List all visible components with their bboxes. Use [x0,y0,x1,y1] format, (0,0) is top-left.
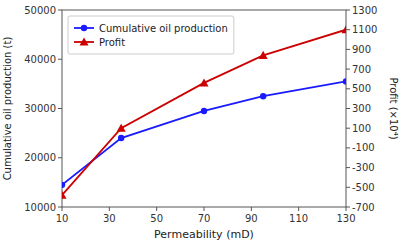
x-tick-label: 50 [150,213,163,224]
x-tick-label: 70 [198,213,211,224]
y2-tick [346,29,350,30]
y2-tick [346,128,350,129]
y-tick-label: 10000 [24,202,56,213]
x-tick [204,207,205,211]
point-marker [62,191,67,199]
y-tick [58,207,62,208]
point-marker [201,108,207,114]
point-marker [62,182,65,188]
chart: 10 30 50 70 90 110 130 Permeability (mD) 10000 20… [0,0,400,243]
x-tick [62,207,63,211]
y-tick [58,157,62,158]
x-axis-label: Permeability (mD) [154,228,254,241]
y2-tick [346,187,350,188]
point-marker [118,135,124,141]
y2-axis-label: Profit (×10⁴) [388,77,399,139]
y2-tick [346,49,350,50]
background [0,0,400,243]
y-tick-label: 40000 [24,54,56,65]
x-tick-label: 110 [289,213,308,224]
y2-tick-label: 1100 [352,24,377,35]
y2-tick [346,88,350,89]
x-tick [251,207,252,211]
y2-tick-label: 900 [352,44,371,55]
series-line [62,30,346,195]
y-tick [58,108,62,109]
y-tick-label: 30000 [24,103,56,114]
y2-tick-label: -100 [352,142,375,153]
point-marker [259,51,268,59]
legend: Cumulative oil production Profit [68,16,234,54]
series [62,78,346,188]
point-marker [343,78,346,84]
x-tick-label: 30 [103,213,116,224]
y2-tick-label: 300 [352,103,371,114]
y2-tick [346,10,350,11]
point-marker [260,93,266,99]
y-axis: 10000 20000 30000 40000 50000 [24,5,62,213]
y2-tick [346,69,350,70]
x-tick [298,207,299,211]
legend-box [68,16,234,54]
x-tick [156,207,157,211]
y2-tick-label: -500 [352,182,375,193]
y2-tick [346,108,350,109]
x-tick [109,207,110,211]
point-marker [342,25,347,33]
x-axis: 10 30 50 70 90 110 130 [56,207,356,224]
y2-tick-label: -300 [352,162,375,173]
y2-tick [346,207,350,208]
y2-tick-label: 700 [352,64,371,75]
point-marker [117,124,126,132]
legend-marker [80,38,89,46]
legend-label: Cumulative oil production [99,23,228,34]
y-tick [58,10,62,11]
y2-tick-label: 100 [352,123,371,134]
y-tick-label: 20000 [24,152,56,163]
x-tick-label: 130 [336,213,355,224]
y2-tick-label: -700 [352,202,375,213]
point-marker [200,78,209,86]
y2-tick-label: 1300 [352,5,377,16]
y2-axis: -700 -500 -300 -100 100 300 500 700 900 1100 1300 [346,5,377,213]
x-tick-label: 10 [56,213,69,224]
plot-frame [62,10,346,207]
y-tick-label: 50000 [24,5,56,16]
x-tick [346,207,347,211]
y-tick [58,59,62,60]
legend-label: Profit [99,37,125,48]
y2-tick [346,147,350,148]
y2-tick [346,167,350,168]
x-tick-label: 90 [245,213,258,224]
legend-marker [81,25,87,31]
series-line [62,81,346,184]
y-axis-label: Cumulative oil production (t) [2,37,13,181]
y2-tick-label: 500 [352,83,371,94]
